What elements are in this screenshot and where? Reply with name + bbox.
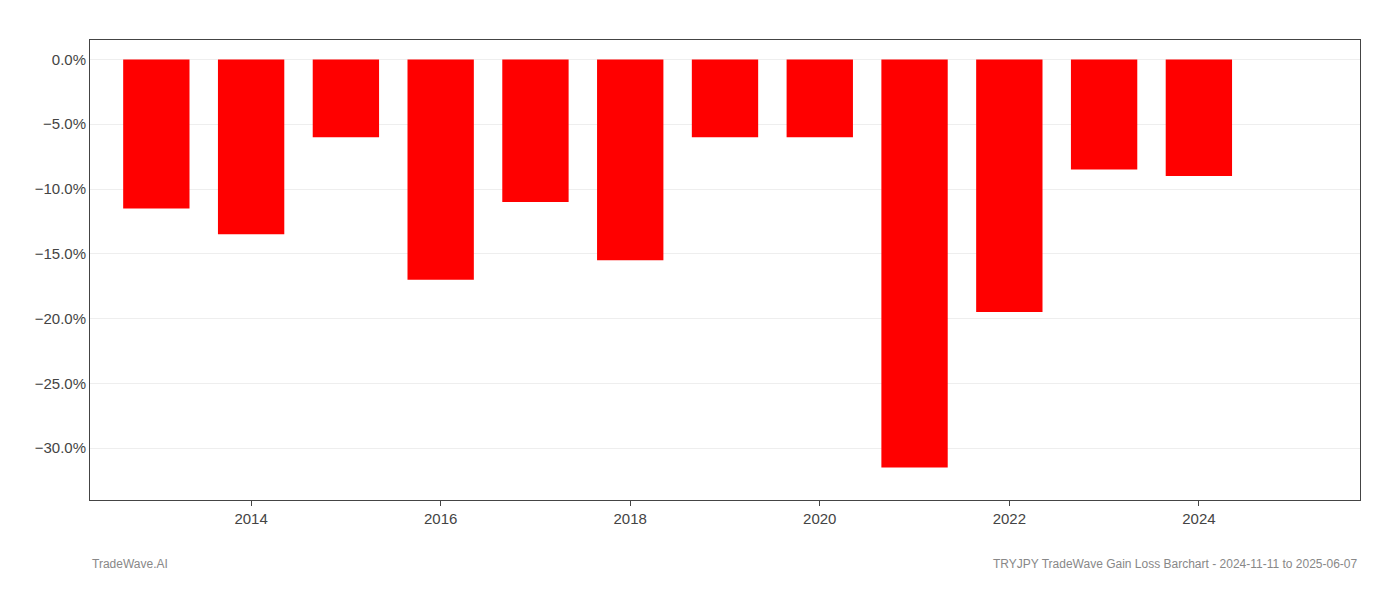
svg-text:−20.0%: −20.0% <box>35 310 86 327</box>
svg-text:−25.0%: −25.0% <box>35 375 86 392</box>
svg-text:0.0%: 0.0% <box>52 51 86 68</box>
svg-text:2020: 2020 <box>803 510 836 527</box>
svg-text:2018: 2018 <box>614 510 647 527</box>
svg-text:TradeWave.AI: TradeWave.AI <box>92 557 168 571</box>
svg-text:−10.0%: −10.0% <box>35 180 86 197</box>
svg-text:2024: 2024 <box>1182 510 1215 527</box>
svg-text:2016: 2016 <box>424 510 457 527</box>
svg-text:−30.0%: −30.0% <box>35 439 86 456</box>
svg-text:−15.0%: −15.0% <box>35 245 86 262</box>
svg-text:2022: 2022 <box>993 510 1026 527</box>
svg-text:TRYJPY TradeWave Gain Loss Bar: TRYJPY TradeWave Gain Loss Barchart - 20… <box>993 557 1358 571</box>
svg-text:2014: 2014 <box>234 510 267 527</box>
svg-text:−5.0%: −5.0% <box>43 115 86 132</box>
